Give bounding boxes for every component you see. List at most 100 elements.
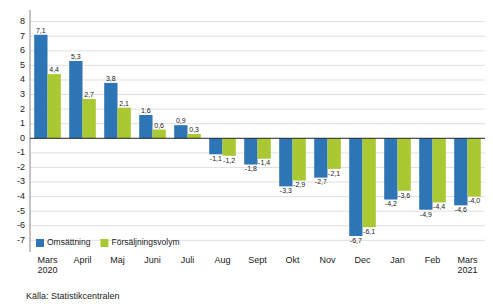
bar — [223, 138, 236, 155]
data-label: -3,6 — [398, 192, 410, 199]
bar — [349, 138, 362, 236]
bar — [139, 115, 152, 138]
bar — [104, 83, 117, 138]
x-tick-label: Aug — [214, 255, 230, 265]
y-tick-label: 4 — [20, 74, 25, 84]
grid-line — [30, 79, 485, 80]
data-label: -2,7 — [315, 178, 327, 185]
legend-label: Omsättning — [47, 237, 91, 247]
bar — [153, 130, 166, 139]
grid-line — [30, 21, 485, 22]
x-axis: Mars2020AprilMajJuniJuliAugSeptOktNovDec… — [37, 255, 478, 275]
x-tick-label: Juni — [144, 255, 161, 265]
grid-line — [30, 211, 485, 212]
legend: Omsättning Försäljningsvolym — [36, 237, 180, 247]
y-tick-label: -3 — [17, 176, 25, 186]
x-tick-label: Sept — [248, 255, 267, 265]
y-tick-label: -5 — [17, 206, 25, 216]
data-label: -1,4 — [258, 159, 270, 166]
data-label: -1,8 — [245, 165, 257, 172]
data-label: 2,7 — [84, 91, 94, 98]
data-label: 0,9 — [176, 117, 186, 124]
y-tick-label: 6 — [20, 45, 25, 55]
bar — [384, 138, 397, 199]
data-label: -4,4 — [433, 203, 445, 210]
bar — [328, 138, 341, 169]
legend-label: Försäljningsvolym — [111, 237, 179, 247]
data-label: -6,1 — [363, 228, 375, 235]
grid-line — [30, 225, 485, 226]
series — [48, 74, 481, 227]
y-tick-label: -6 — [17, 220, 25, 230]
data-label: -6,7 — [350, 237, 362, 244]
grid-line — [30, 167, 485, 168]
data-label: -4,0 — [468, 197, 480, 204]
data-label: 3,8 — [106, 75, 116, 82]
chart-container: -7-6-5-4-3-2-10123456787,15,33,81,60,9-1… — [0, 0, 493, 304]
grid-line — [30, 36, 485, 37]
x-tick-label: Mars2021 — [457, 255, 478, 275]
bar — [363, 138, 376, 227]
grid-line — [30, 94, 485, 95]
grid-line — [30, 182, 485, 183]
bar — [279, 138, 292, 186]
data-label: -1,1 — [210, 155, 222, 162]
grid-line — [30, 50, 485, 51]
data-label: -1,2 — [223, 157, 235, 164]
y-tick-label: 7 — [20, 31, 25, 41]
x-tick-label: Maj — [110, 255, 125, 265]
data-label: 4,4 — [49, 66, 59, 73]
x-tick-label: Nov — [319, 255, 336, 265]
bar — [314, 138, 327, 177]
chart: -7-6-5-4-3-2-10123456787,15,33,81,60,9-1… — [0, 0, 493, 304]
grid-line — [30, 240, 485, 241]
series — [34, 35, 467, 236]
data-label: -2,1 — [328, 170, 340, 177]
x-tick-label: Jan — [390, 255, 405, 265]
bar — [244, 138, 257, 164]
bars — [34, 35, 481, 236]
bar — [398, 138, 411, 190]
data-label: 0,3 — [189, 126, 199, 133]
y-tick-label: 5 — [20, 60, 25, 70]
x-tick-label: April — [73, 255, 91, 265]
bar — [419, 138, 432, 209]
data-label: -4,6 — [455, 206, 467, 213]
data-label: 1,6 — [141, 107, 151, 114]
bar — [118, 108, 131, 139]
data-label: 0,6 — [154, 122, 164, 129]
bar — [174, 125, 187, 138]
bar — [34, 35, 47, 139]
bar — [209, 138, 222, 154]
bar — [293, 138, 306, 180]
legend-swatch — [36, 239, 44, 247]
data-label: -2,9 — [293, 181, 305, 188]
bar — [188, 134, 201, 138]
y-tick-label: 8 — [20, 16, 25, 26]
grid — [30, 22, 485, 241]
data-label: 7,1 — [36, 27, 46, 34]
data-label: -4,9 — [420, 211, 432, 218]
data-label: -4,2 — [385, 200, 397, 207]
data-label: -3,3 — [280, 187, 292, 194]
y-tick-label: -7 — [17, 235, 25, 245]
y-axis-line — [30, 10, 31, 252]
bar — [454, 138, 467, 205]
grid-line — [30, 196, 485, 197]
y-tick-label: -2 — [17, 162, 25, 172]
data-label: 5,3 — [71, 53, 81, 60]
zero-line — [30, 138, 485, 139]
y-tick-label: 0 — [20, 133, 25, 143]
data-labels: 7,15,33,81,60,9-1,1-1,8-3,3-2,7-6,7-4,2-… — [36, 27, 480, 244]
source-note: Källa: Statistikcentralen — [26, 291, 120, 301]
legend-swatch — [100, 239, 108, 247]
data-label: 2,1 — [119, 100, 129, 107]
y-tick-label: -1 — [17, 147, 25, 157]
x-tick-label: Okt — [285, 255, 300, 265]
bar — [83, 99, 96, 138]
y-tick-label: 2 — [20, 104, 25, 114]
y-tick-label: 1 — [20, 118, 25, 128]
y-tick-label: -4 — [17, 191, 25, 201]
bar — [433, 138, 446, 202]
y-axis: -7-6-5-4-3-2-1012345678 — [17, 10, 30, 252]
